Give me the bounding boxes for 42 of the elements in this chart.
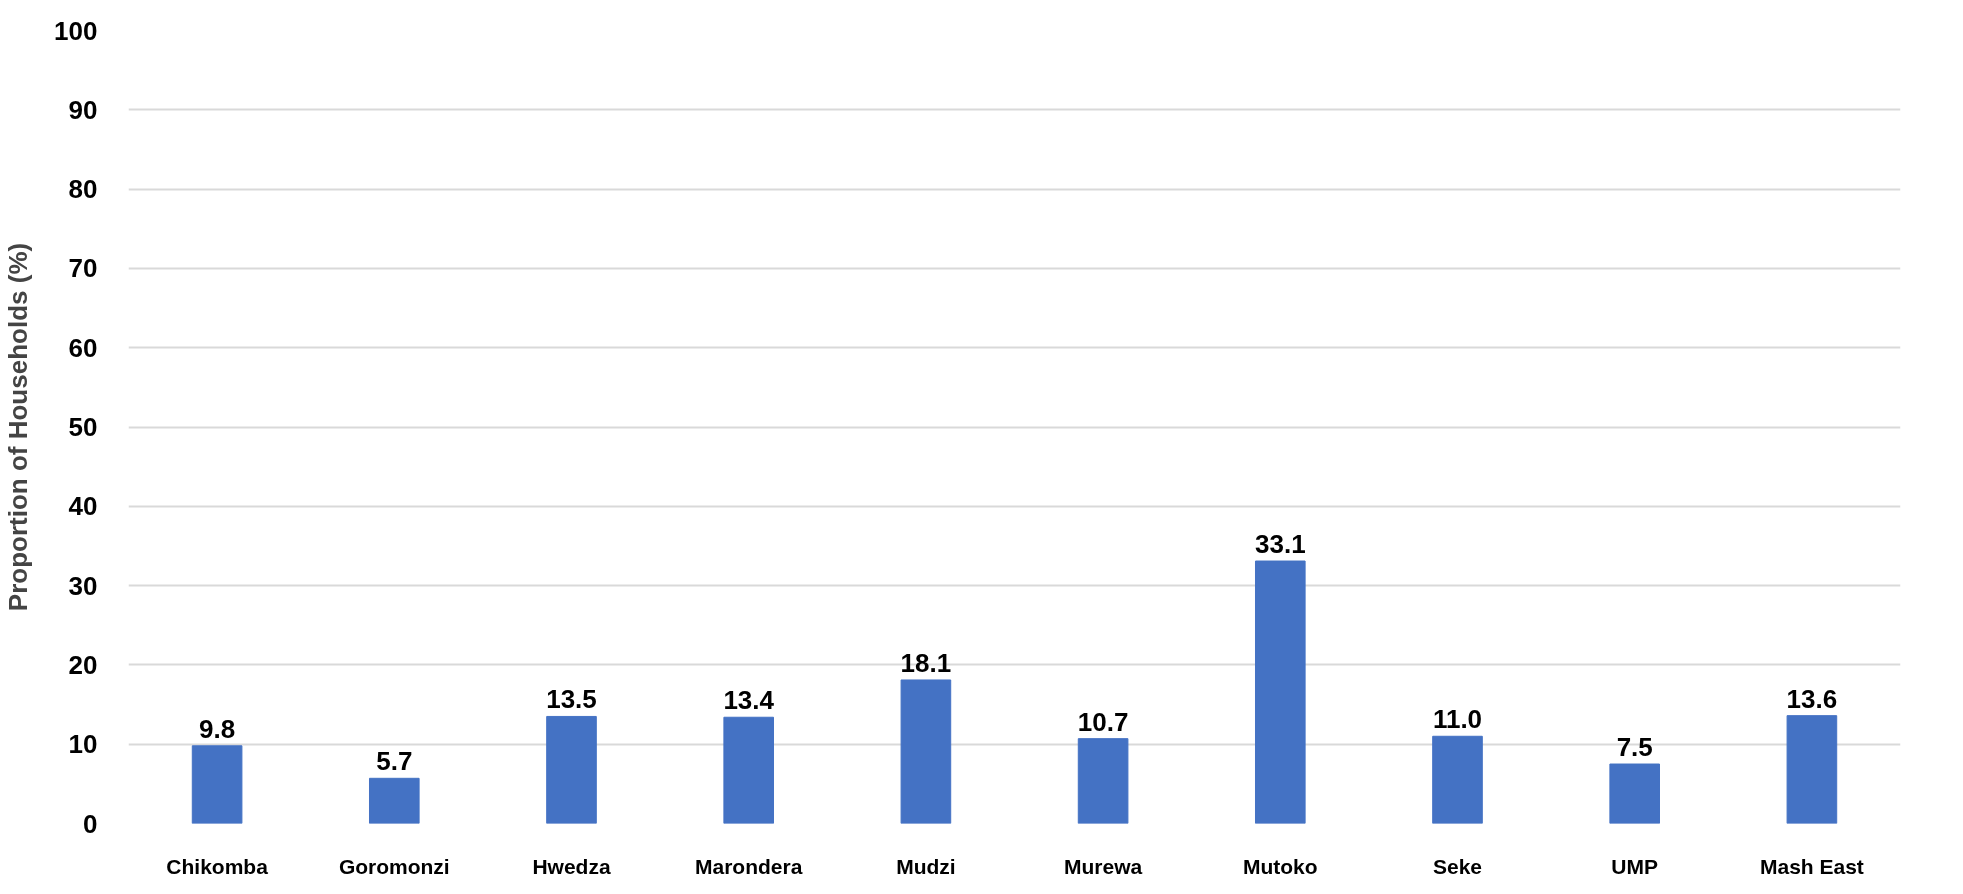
bar (1609, 763, 1661, 824)
y-tick-label: 70 (68, 253, 98, 284)
bar (1432, 735, 1483, 824)
bar (191, 745, 243, 824)
data-label: 33.1 (1255, 529, 1306, 560)
bar (900, 679, 952, 824)
y-tick-label: 100 (54, 15, 98, 46)
y-tick-label: 0 (83, 808, 98, 839)
y-tick-label: 90 (68, 94, 98, 125)
bar (1254, 560, 1306, 824)
x-tick-label: Seke (1432, 854, 1483, 878)
y-tick-label: 40 (68, 491, 98, 522)
bar (723, 716, 775, 824)
data-label: 5.7 (376, 746, 413, 777)
y-axis-title: Proportion of Households (%) (3, 242, 34, 612)
x-tick-label: Mash East (1759, 854, 1864, 878)
bar (1077, 738, 1129, 824)
data-label: 13.6 (1786, 683, 1838, 714)
data-label: 9.8 (199, 713, 236, 744)
x-tick-label: Murewa (1064, 854, 1143, 878)
x-tick-label: Hwedza (532, 854, 611, 878)
y-tick-label: 80 (68, 174, 98, 205)
data-label: 13.5 (546, 684, 597, 715)
y-tick-label: 60 (68, 332, 98, 363)
y-tick-label: 30 (68, 570, 98, 601)
data-label: 11.0 (1432, 704, 1483, 735)
x-tick-label: Marondera (695, 854, 803, 878)
x-tick-label: Chikomba (166, 854, 269, 878)
x-tick-label: UMP (1611, 854, 1659, 878)
x-tick-label: Mudzi (896, 854, 956, 878)
data-label: 18.1 (900, 647, 952, 678)
y-tick-label: 10 (68, 729, 98, 760)
bar (368, 777, 420, 824)
y-tick-label: 20 (68, 649, 98, 680)
bar (1786, 715, 1838, 824)
y-tick-label: 50 (68, 412, 98, 442)
data-label: 7.5 (1616, 732, 1653, 763)
x-tick-label: Mutoko (1242, 854, 1318, 878)
data-label: 10.7 (1077, 706, 1129, 737)
data-label: 13.4 (723, 685, 775, 716)
bar (546, 715, 597, 824)
x-tick-label: Goromonzi (338, 854, 450, 878)
